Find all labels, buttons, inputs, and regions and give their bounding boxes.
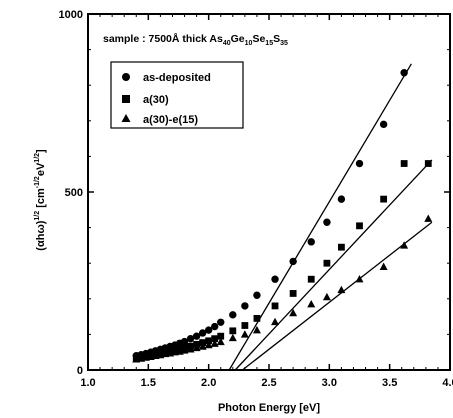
point-triangle: [204, 340, 213, 349]
point-triangle: [400, 241, 409, 249]
legend-marker-circle: [122, 73, 130, 81]
point-square: [241, 322, 249, 329]
y-axis-ticks: 0 500 1000: [59, 9, 450, 377]
legend-label-as-deposited: as-deposited: [143, 72, 211, 84]
point-circle: [198, 329, 207, 337]
legend-label-a30-e15: a(30)-e(15): [143, 114, 198, 126]
point-triangle: [216, 337, 225, 346]
point-square: [400, 160, 408, 167]
x-tick-label: 1.5: [141, 377, 156, 389]
x-tick-label: 3.5: [382, 377, 397, 389]
point-circle: [186, 334, 195, 343]
point-square: [211, 335, 219, 343]
y-tick-label: 0: [77, 365, 83, 377]
point-circle: [337, 195, 346, 203]
point-triangle: [228, 333, 237, 342]
x-axis-ticks: 1.0 1.5 2.0 2.5 3.0 3.5 4.0: [80, 14, 453, 389]
legend-label-a30: a(30): [143, 94, 169, 106]
point-square: [253, 314, 261, 322]
point-triangle: [252, 325, 261, 334]
y-tick-label: 1000: [59, 9, 83, 21]
point-circle: [379, 120, 388, 129]
x-axis-label: Photon Energy [eV]: [218, 402, 320, 414]
point-circle: [323, 218, 331, 226]
x-tick-label: 2.5: [261, 377, 276, 389]
point-circle: [180, 337, 189, 346]
legend-marker-square: [122, 95, 130, 103]
point-circle: [400, 69, 408, 77]
point-square: [323, 259, 331, 267]
point-square: [289, 290, 297, 297]
point-circle: [241, 302, 249, 310]
data-points: [132, 69, 433, 363]
point-circle: [192, 332, 201, 340]
x-tick-label: 1.0: [80, 377, 95, 389]
point-square: [271, 302, 279, 310]
point-triangle: [307, 299, 316, 308]
fit-lines: [228, 63, 433, 371]
point-circle: [253, 291, 261, 299]
y-axis-label: (αhω)1/2 [cm-1/2eV1/2]: [34, 149, 47, 251]
point-square: [424, 160, 432, 167]
point-triangle: [355, 275, 364, 283]
point-circle: [204, 326, 213, 334]
point-circle: [289, 257, 297, 266]
point-triangle: [192, 343, 201, 352]
legend: as-deposited a(30) a(30)-e(15): [110, 61, 244, 129]
x-tick-label: 3.0: [322, 377, 337, 389]
point-square: [356, 222, 363, 230]
y-tick-label: 500: [65, 187, 83, 199]
point-triangle: [240, 330, 249, 338]
point-circle: [229, 311, 237, 319]
chart-title: sample : 7500Å thick As40Ge10Se15S35: [103, 32, 288, 47]
point-circle: [271, 275, 279, 283]
x-tick-label: 4.0: [442, 377, 453, 389]
point-triangle: [322, 292, 331, 301]
point-square: [217, 332, 225, 340]
legend-marker-triangle: [121, 114, 131, 122]
point-circle: [307, 238, 315, 246]
point-triangle: [337, 285, 346, 294]
point-triangle: [180, 346, 189, 354]
point-triangle: [379, 262, 388, 270]
point-square: [338, 243, 345, 251]
legend-box: [110, 61, 244, 129]
point-triangle: [289, 308, 298, 317]
point-triangle: [186, 345, 195, 353]
point-circle: [211, 322, 219, 331]
x-tick-label: 2.0: [201, 377, 216, 389]
point-triangle: [271, 317, 280, 326]
fit-line-series-1: [234, 159, 433, 371]
point-circle: [355, 159, 364, 168]
point-circle: [217, 318, 225, 326]
point-triangle: [198, 342, 207, 350]
point-triangle: [210, 339, 219, 347]
point-square: [307, 275, 315, 283]
fit-line-series-0: [228, 63, 412, 371]
point-square: [229, 327, 237, 335]
point-square: [205, 337, 213, 345]
point-square: [380, 195, 388, 203]
fit-line-series-2: [242, 221, 433, 371]
point-triangle: [424, 214, 433, 222]
